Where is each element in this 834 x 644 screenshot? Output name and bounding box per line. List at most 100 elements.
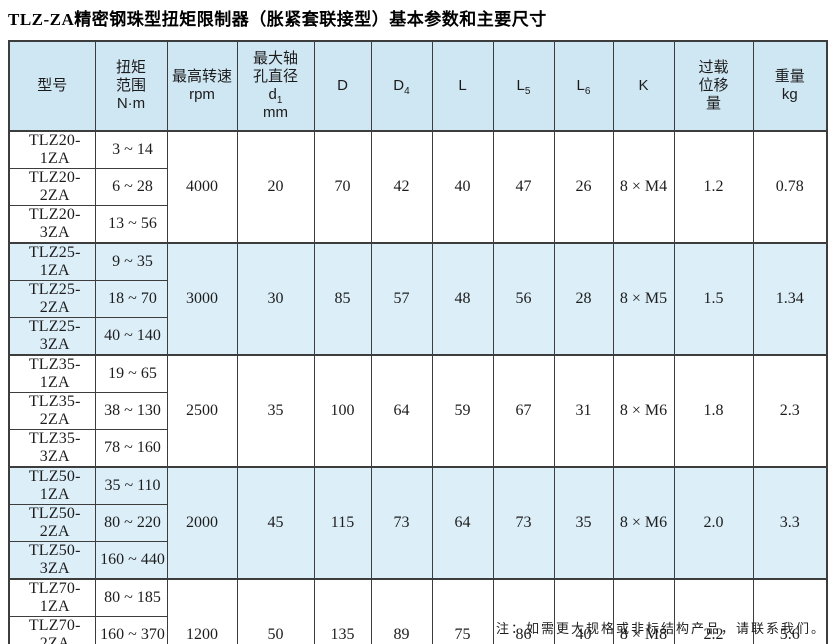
- torque-range-cell: 13 ~ 56: [94, 205, 168, 244]
- table-row: TLZ50-2ZA 80 ~ 220: [8, 504, 827, 542]
- weight-cell: 3.3: [752, 466, 828, 580]
- bore-cell: 35: [236, 354, 315, 468]
- D4-cell: 42: [370, 130, 433, 244]
- L6-cell: 40: [553, 578, 614, 644]
- col-header-L: L: [431, 40, 494, 132]
- model-cell: TLZ20-2ZA: [8, 168, 96, 206]
- D-cell: 115: [313, 466, 372, 580]
- D-cell: 85: [313, 242, 372, 356]
- col-header-max-speed: 最高转速 rpm: [166, 40, 238, 132]
- torque-range-cell: 9 ~ 35: [94, 242, 168, 281]
- model-cell: TLZ25-1ZA: [8, 242, 96, 281]
- torque-range-cell: 19 ~ 65: [94, 354, 168, 393]
- col-header-overload-displacement: 过载 位移 量: [673, 40, 754, 132]
- L5-cell: 47: [492, 130, 555, 244]
- table-row: TLZ35-3ZA 78 ~ 160: [8, 429, 827, 468]
- bore-cell: 20: [236, 130, 315, 244]
- torque-range-cell: 160 ~ 440: [94, 541, 168, 580]
- model-cell: TLZ35-2ZA: [8, 392, 96, 430]
- table-row: TLZ50-3ZA 160 ~ 440: [8, 541, 827, 580]
- bore-cell: 30: [236, 242, 315, 356]
- L-cell: 40: [431, 130, 494, 244]
- weight-cell: 2.3: [752, 354, 828, 468]
- table-row: TLZ20-2ZA 6 ~ 28: [8, 168, 827, 206]
- header-row: 型号 扭矩 范围 N·m 最高转速 rpm 最大轴 孔直径 d1 mm D D4: [8, 40, 828, 132]
- bore-cell: 45: [236, 466, 315, 580]
- col-header-K: K: [612, 40, 675, 132]
- table-row: TLZ25-3ZA 40 ~ 140: [8, 317, 827, 356]
- L6-cell: 35: [553, 466, 614, 580]
- overload-cell: 1.2: [673, 130, 754, 244]
- col-header-weight: 重量 kg: [752, 40, 828, 132]
- torque-range-cell: 40 ~ 140: [94, 317, 168, 356]
- model-cell: TLZ50-2ZA: [8, 504, 96, 542]
- speed-cell: 1200: [166, 578, 238, 644]
- L5-cell: 86: [492, 578, 555, 644]
- col-header-model: 型号: [8, 40, 96, 132]
- col-header-L5: L5: [492, 40, 555, 132]
- L6-cell: 28: [553, 242, 614, 356]
- model-cell: TLZ70-2ZA: [8, 616, 96, 644]
- L6-cell: 26: [553, 130, 614, 244]
- speed-cell: 3000: [166, 242, 238, 356]
- col-header-D: D: [313, 40, 372, 132]
- table-row: TLZ50-1ZA 35 ~ 110 2000 45 115 73 64 73 …: [8, 466, 828, 580]
- D4-cell: 64: [370, 354, 433, 468]
- model-cell: TLZ25-3ZA: [8, 317, 96, 356]
- table-row: TLZ25-1ZA 9 ~ 35 3000 30 85 57 48 56 28 …: [8, 242, 828, 356]
- model-cell: TLZ70-1ZA: [8, 578, 96, 617]
- model-cell: TLZ35-1ZA: [8, 354, 96, 393]
- torque-range-cell: 78 ~ 160: [94, 429, 168, 468]
- overload-cell: 2.0: [673, 466, 754, 580]
- table-row: TLZ20-3ZA 13 ~ 56: [8, 205, 827, 244]
- overload-cell: 1.5: [673, 242, 754, 356]
- L-cell: 48: [431, 242, 494, 356]
- table-body: TLZ20-1ZA 3 ~ 14 4000 20 70 42 40 47 26 …: [8, 130, 828, 644]
- table-row: TLZ35-2ZA 38 ~ 130: [8, 392, 827, 430]
- D4-cell: 89: [370, 578, 433, 644]
- L5-cell: 56: [492, 242, 555, 356]
- torque-range-cell: 35 ~ 110: [94, 466, 168, 505]
- K-cell: 8 × M8: [612, 578, 675, 644]
- torque-range-cell: 18 ~ 70: [94, 280, 168, 318]
- speed-cell: 2500: [166, 354, 238, 468]
- L5-cell: 73: [492, 466, 555, 580]
- overload-cell: 1.8: [673, 354, 754, 468]
- L-cell: 64: [431, 466, 494, 580]
- table-row: TLZ20-1ZA 3 ~ 14 4000 20 70 42 40 47 26 …: [8, 130, 828, 244]
- K-cell: 8 × M4: [612, 130, 675, 244]
- K-cell: 8 × M5: [612, 242, 675, 356]
- D-cell: 135: [313, 578, 372, 644]
- weight-cell: 0.78: [752, 130, 828, 244]
- table-row: TLZ70-1ZA 80 ~ 185 1200 50 135 89 75 86 …: [8, 578, 828, 644]
- D-cell: 70: [313, 130, 372, 244]
- table-header: 型号 扭矩 范围 N·m 最高转速 rpm 最大轴 孔直径 d1 mm D D4: [8, 40, 828, 132]
- spec-table: 型号 扭矩 范围 N·m 最高转速 rpm 最大轴 孔直径 d1 mm D D4: [8, 40, 828, 644]
- model-cell: TLZ20-1ZA: [8, 130, 96, 169]
- D4-cell: 57: [370, 242, 433, 356]
- speed-cell: 2000: [166, 466, 238, 580]
- col-header-torque-range: 扭矩 范围 N·m: [94, 40, 168, 132]
- torque-range-cell: 160 ~ 370: [94, 616, 168, 644]
- model-cell: TLZ50-1ZA: [8, 466, 96, 505]
- torque-range-cell: 38 ~ 130: [94, 392, 168, 430]
- model-cell: TLZ25-2ZA: [8, 280, 96, 318]
- speed-cell: 4000: [166, 130, 238, 244]
- torque-range-cell: 80 ~ 185: [94, 578, 168, 617]
- col-header-D4: D4: [370, 40, 433, 132]
- table-row: TLZ25-2ZA 18 ~ 70: [8, 280, 827, 318]
- col-header-L6: L6: [553, 40, 614, 132]
- table-row: TLZ70-2ZA 160 ~ 370: [8, 616, 827, 644]
- L6-cell: 31: [553, 354, 614, 468]
- table-row: TLZ35-1ZA 19 ~ 65 2500 35 100 64 59 67 3…: [8, 354, 828, 468]
- model-cell: TLZ50-3ZA: [8, 541, 96, 580]
- model-cell: TLZ35-3ZA: [8, 429, 96, 468]
- K-cell: 8 × M6: [612, 466, 675, 580]
- bore-cell: 50: [236, 578, 315, 644]
- torque-range-cell: 80 ~ 220: [94, 504, 168, 542]
- model-cell: TLZ20-3ZA: [8, 205, 96, 244]
- L5-cell: 67: [492, 354, 555, 468]
- torque-range-cell: 6 ~ 28: [94, 168, 168, 206]
- D4-cell: 73: [370, 466, 433, 580]
